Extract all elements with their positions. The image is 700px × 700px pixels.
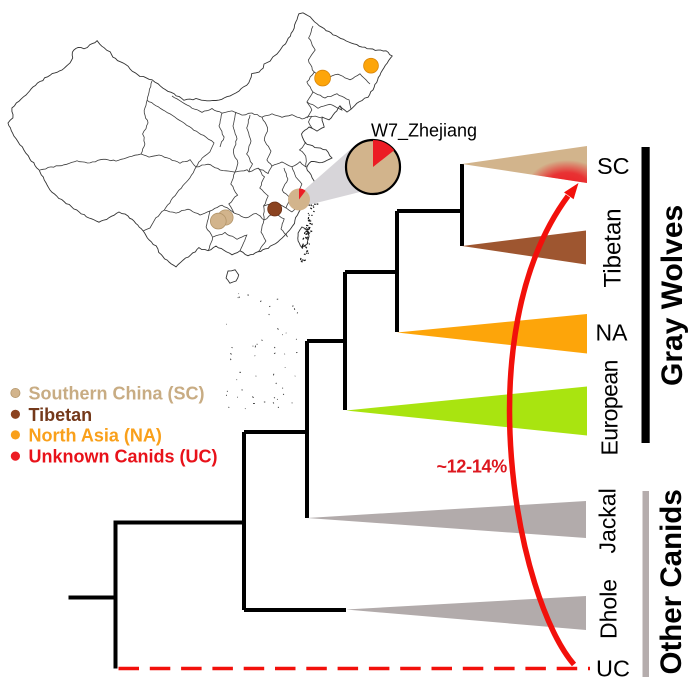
svg-text:SC: SC — [597, 153, 630, 179]
svg-text:North Asia (NA): North Asia (NA) — [29, 425, 162, 445]
svg-text:UC: UC — [596, 656, 630, 682]
svg-text:Tibetan: Tibetan — [600, 208, 627, 287]
svg-text:NA: NA — [596, 320, 629, 346]
svg-text:W7_Zhejiang: W7_Zhejiang — [371, 121, 477, 142]
svg-text:Other Canids: Other Canids — [655, 489, 688, 674]
svg-text:Unknown Canids (UC): Unknown Canids (UC) — [29, 447, 218, 467]
svg-text:Tibetan: Tibetan — [29, 405, 93, 425]
svg-text:~12-14%: ~12-14% — [437, 457, 508, 477]
svg-text:Southern China (SC): Southern China (SC) — [29, 384, 205, 404]
svg-text:Jackal: Jackal — [595, 488, 621, 553]
svg-text:Dhole: Dhole — [596, 579, 622, 639]
svg-text:European: European — [597, 360, 623, 455]
svg-text:Gray Wolves: Gray Wolves — [656, 205, 689, 386]
